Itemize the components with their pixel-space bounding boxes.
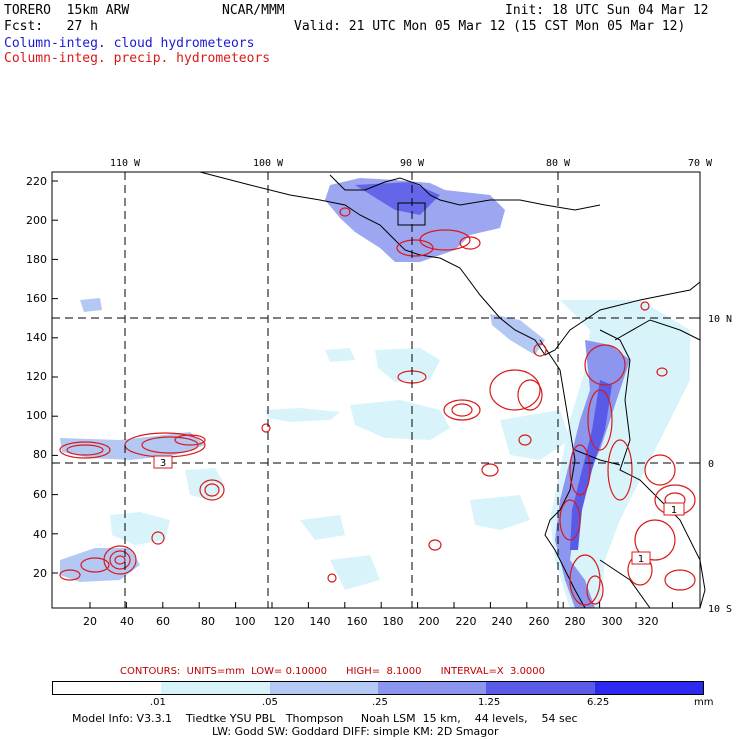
x-label: 260 <box>529 615 550 628</box>
y-label: 60 <box>33 488 47 501</box>
x-label: 100 <box>235 615 256 628</box>
lat-label: 10 N <box>708 314 732 325</box>
x-label: 140 <box>310 615 331 628</box>
bottom-axis-labels: 20 40 60 80 100 120 140 160 180 200 220 … <box>83 615 659 628</box>
colorbar-bin <box>269 682 378 694</box>
x-label: 80 <box>201 615 215 628</box>
x-label: 220 <box>456 615 477 628</box>
colorbar-tick: 1.25 <box>478 697 501 708</box>
lon-label: 70 W <box>688 158 713 169</box>
precip-contours <box>59 207 696 606</box>
contour-label: 1 <box>671 505 677 516</box>
colorbar <box>52 681 704 695</box>
field-cloud-label: Column-integ. cloud hydrometeors <box>4 36 255 51</box>
y-label: 20 <box>33 567 47 580</box>
forecast-hour: Fcst: 27 h <box>4 19 98 34</box>
contour-label: 3 <box>160 458 166 469</box>
y-label: 100 <box>26 409 47 422</box>
lon-label: 90 W <box>400 158 425 169</box>
y-label: 200 <box>26 214 47 227</box>
x-label: 20 <box>83 615 97 628</box>
colorbar-units: mm <box>694 697 714 708</box>
colorbar-tick: .25 <box>372 697 388 708</box>
contour-label: 1 <box>638 554 644 565</box>
colorbar-bin <box>377 682 487 694</box>
x-label: 160 <box>347 615 368 628</box>
axis-ticks <box>52 172 701 609</box>
colorbar-bin <box>161 682 270 694</box>
x-label: 60 <box>156 615 170 628</box>
x-label: 200 <box>419 615 440 628</box>
lon-label: 110 W <box>110 158 141 169</box>
coastlines <box>199 171 706 609</box>
lat-label: 0 <box>708 459 714 470</box>
contour-label-boxes: 3 1 1 <box>153 455 685 565</box>
x-label: 280 <box>565 615 586 628</box>
left-axis-labels: 20 40 60 80 100 120 140 160 180 200 220 <box>26 175 47 580</box>
organization: NCAR/MMM <box>222 3 285 18</box>
y-label: 220 <box>26 175 47 188</box>
init-time: Init: 18 UTC Sun 04 Mar 12 <box>505 3 709 18</box>
x-label: 320 <box>638 615 659 628</box>
y-label: 40 <box>33 528 47 541</box>
colorbar-bin <box>53 682 162 694</box>
colorbar-tick: .05 <box>262 697 278 708</box>
top-longitude-labels: 110 W 100 W 90 W 80 W 70 W <box>110 158 713 169</box>
colorbar-tick: .01 <box>150 697 166 708</box>
y-label: 160 <box>26 292 47 305</box>
x-label: 40 <box>120 615 134 628</box>
model-title: TORERO 15km ARW <box>4 3 130 18</box>
field-precip-label: Column-integ. precip. hydrometeors <box>4 51 271 66</box>
x-label: 300 <box>602 615 623 628</box>
colorbar-bin <box>594 682 703 694</box>
x-label: 180 <box>383 615 404 628</box>
colorbar-tick: 6.25 <box>587 697 610 708</box>
x-label: 240 <box>492 615 513 628</box>
contours-info: CONTOURS: UNITS=mm LOW= 0.10000 HIGH= 8.… <box>120 666 546 677</box>
x-label: 120 <box>274 615 295 628</box>
lat-label: 10 S <box>708 604 732 615</box>
model-physics: LW: Godd SW: Goddard DIFF: simple KM: 2D… <box>212 725 499 738</box>
y-label: 120 <box>26 370 47 383</box>
lon-label: 80 W <box>546 158 571 169</box>
y-label: 180 <box>26 253 47 266</box>
colorbar-bin <box>486 682 595 694</box>
map-frame <box>51 171 701 609</box>
model-info: Model Info: V3.3.1 Tiedtke YSU PBL Thomp… <box>72 712 578 725</box>
y-label: 140 <box>26 331 47 344</box>
lon-label: 100 W <box>253 158 284 169</box>
right-latitude-labels: 10 N 0 10 S <box>708 314 732 615</box>
y-label: 80 <box>33 448 47 461</box>
valid-time: Valid: 21 UTC Mon 05 Mar 12 (15 CST Mon … <box>294 19 686 34</box>
